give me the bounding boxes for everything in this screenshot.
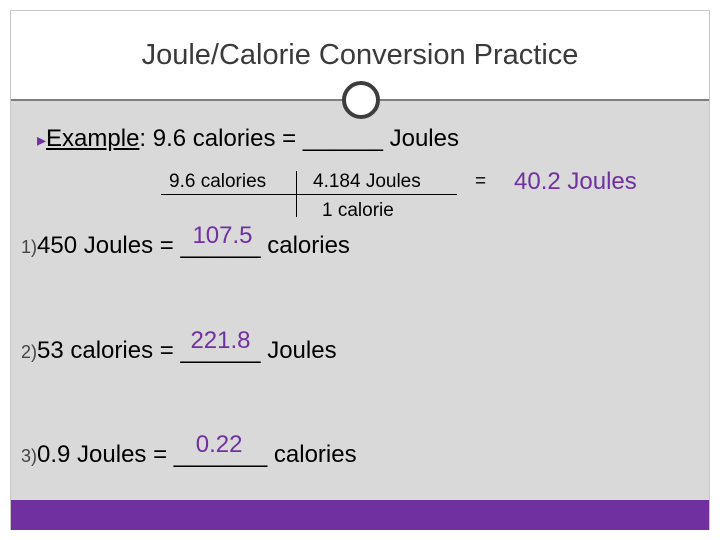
answer-blank: ______ xyxy=(180,337,261,364)
fraction-divider xyxy=(296,171,297,217)
problem-text: 0.9 Joules = xyxy=(37,441,174,468)
example-numerator-right: 4.184 Joules xyxy=(313,171,421,192)
problem-unit: Joules xyxy=(260,337,337,364)
problem-2: 2)53 calories = ______ 221.8 Joules xyxy=(21,327,337,365)
answer-blank: _______ xyxy=(173,441,268,468)
problem-number: 3) xyxy=(21,446,38,466)
example-equals: = xyxy=(475,171,487,192)
problem-answer: 0.22 xyxy=(195,431,243,458)
example-numerator-left: 9.6 calories xyxy=(169,171,267,192)
circle-ornament-icon xyxy=(342,81,380,119)
example-denominator-right: 1 calorie xyxy=(322,200,394,221)
example-answer: 40.2 Joules xyxy=(514,168,637,195)
problem-text: 450 Joules = xyxy=(37,232,181,259)
problem-number: 2) xyxy=(21,342,38,362)
footer-bar xyxy=(11,500,709,530)
problem-answer: 221.8 xyxy=(190,327,251,354)
problem-3: 3)0.9 Joules = _______ 0.22 calories xyxy=(21,431,357,469)
problem-unit: calories xyxy=(260,232,350,259)
problem-answer: 107.5 xyxy=(192,222,253,249)
example-label: Example xyxy=(46,125,140,152)
bullet-icon: ▸ xyxy=(37,130,47,150)
fraction-bar xyxy=(161,194,457,195)
example-text: : 9.6 calories = ______ Joules xyxy=(139,125,459,152)
problem-unit: calories xyxy=(267,441,357,468)
slide: Joule/Calorie Conversion Practice ▸Examp… xyxy=(10,10,710,530)
problem-number: 1) xyxy=(21,237,38,257)
problem-text: 53 calories = xyxy=(37,337,181,364)
answer-blank: ______ xyxy=(180,232,261,259)
slide-title: Joule/Calorie Conversion Practice xyxy=(141,39,579,71)
problem-1: 1)450 Joules = ______ 107.5 calories xyxy=(21,222,350,260)
example-statement: ▸Example: 9.6 calories = ______ Joules xyxy=(37,125,459,153)
